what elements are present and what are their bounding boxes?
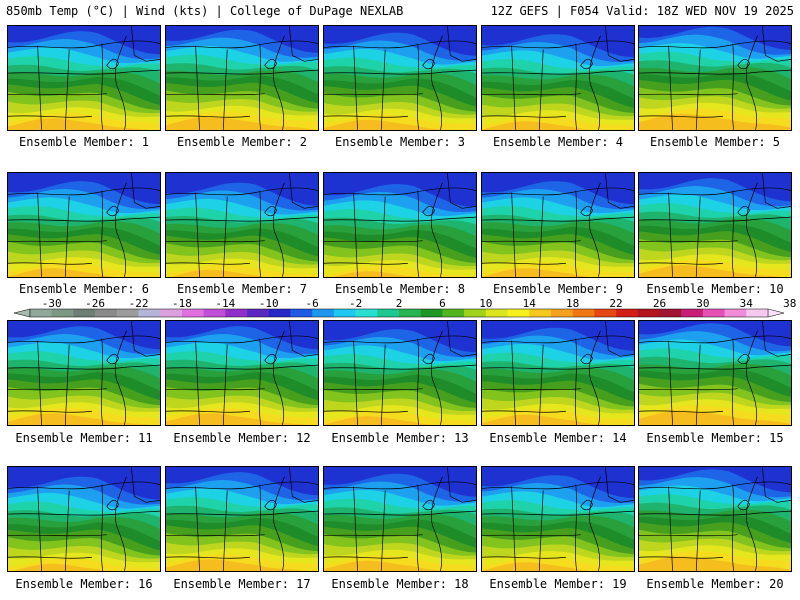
colorbar-swatch	[616, 309, 639, 317]
ensemble-member-label: Ensemble Member: 11	[15, 431, 153, 445]
ensemble-member-label: Ensemble Member: 18	[331, 577, 469, 591]
colorbar-tick-label: -26	[85, 297, 105, 310]
ensemble-member-map	[481, 25, 635, 131]
colorbar-swatch	[95, 309, 118, 317]
colorbar-swatch	[485, 309, 508, 317]
ensemble-member-label: Ensemble Member: 5	[649, 135, 781, 149]
ensemble-member-label: Ensemble Member: 4	[492, 135, 624, 149]
ensemble-member-map	[323, 172, 477, 278]
ensemble-member-map	[481, 172, 635, 278]
colorbar-swatch	[268, 309, 291, 317]
ensemble-member-map	[638, 25, 792, 131]
chart-title: 850mb Temp (°C) | Wind (kts) | College o…	[6, 4, 404, 18]
colorbar-tick-label: -14	[215, 297, 235, 310]
colorbar-swatch	[399, 309, 422, 317]
colorbar-swatch	[51, 309, 74, 317]
colorbar-tick-label: -30	[42, 297, 62, 310]
colorbar-swatch	[420, 309, 443, 317]
ensemble-member-label: Ensemble Member: 16	[15, 577, 153, 591]
colorbar-swatch	[312, 309, 335, 317]
colorbar-swatch	[594, 309, 617, 317]
colorbar-swatch	[637, 309, 660, 317]
ensemble-member-label: Ensemble Member: 17	[173, 577, 311, 591]
colorbar-tick-label: 22	[609, 297, 622, 310]
colorbar-swatch	[73, 309, 96, 317]
ensemble-member-map	[323, 25, 477, 131]
ensemble-member-label: Ensemble Member: 2	[176, 135, 308, 149]
temperature-colorbar: -30 -26 -22 -18 -14 -10 -6 -2 2 6 10 14 18 22 26 30 34 38…	[13, 297, 796, 318]
ensemble-member-map	[638, 172, 792, 278]
colorbar-tick-label: -6	[306, 297, 319, 310]
colorbar-high-arrow	[767, 308, 785, 318]
ensemble-member-map	[165, 466, 319, 572]
colorbar-swatch	[746, 309, 769, 317]
ensemble-member-map	[7, 172, 161, 278]
ensemble-member-map	[165, 25, 319, 131]
ensemble-member-map	[165, 172, 319, 278]
ensemble-member-map	[165, 320, 319, 426]
ensemble-member-map	[638, 466, 792, 572]
colorbar-swatch	[225, 309, 248, 317]
ensemble-member-label: Ensemble Member: 7	[176, 282, 308, 296]
ensemble-member-label: Ensemble Member: 14	[489, 431, 627, 445]
colorbar-swatch	[659, 309, 682, 317]
ensemble-member-label: Ensemble Member: 3	[334, 135, 466, 149]
ensemble-member-map	[7, 25, 161, 131]
colorbar-swatch	[377, 309, 400, 317]
colorbar-swatch	[529, 309, 552, 317]
colorbar-swatch	[203, 309, 226, 317]
colorbar-swatch	[724, 309, 747, 317]
colorbar-swatch	[290, 309, 313, 317]
colorbar-low-arrow	[13, 308, 31, 318]
ensemble-member-map	[7, 320, 161, 426]
colorbar-swatch	[160, 309, 183, 317]
colorbar-tick-label: -10	[259, 297, 279, 310]
ensemble-member-map	[323, 466, 477, 572]
colorbar-tick-label: 26	[653, 297, 666, 310]
colorbar-swatch	[702, 309, 725, 317]
ensemble-member-map	[323, 320, 477, 426]
colorbar-tick-label: 38	[783, 297, 796, 310]
ensemble-member-label: Ensemble Member: 8	[334, 282, 466, 296]
colorbar-tick-label: 34	[740, 297, 754, 310]
colorbar-swatch	[181, 309, 204, 317]
colorbar-swatch	[247, 309, 270, 317]
colorbar-tick-label: -18	[172, 297, 192, 310]
ensemble-member-map	[638, 320, 792, 426]
ensemble-member-map	[7, 466, 161, 572]
ensemble-member-label: Ensemble Member: 19	[489, 577, 627, 591]
colorbar-tick-label: -2	[349, 297, 362, 310]
colorbar-swatch	[138, 309, 161, 317]
ensemble-member-label: Ensemble Member: 10	[646, 282, 784, 296]
colorbar-swatch	[30, 309, 53, 317]
ensemble-member-label: Ensemble Member: 9	[492, 282, 624, 296]
colorbar-tick-label: 10	[479, 297, 492, 310]
colorbar-tick-label: -22	[129, 297, 149, 310]
colorbar-swatch	[681, 309, 704, 317]
colorbar-swatch	[333, 309, 356, 317]
ensemble-member-label: Ensemble Member: 15	[646, 431, 784, 445]
colorbar-swatch	[572, 309, 595, 317]
colorbar-tick-label: 2	[396, 297, 403, 310]
colorbar-swatch	[442, 309, 465, 317]
colorbar-tick-label: 6	[439, 297, 446, 310]
colorbar-tick-label: 14	[523, 297, 537, 310]
ensemble-member-label: Ensemble Member: 12	[173, 431, 311, 445]
colorbar-tick-label: 18	[566, 297, 579, 310]
colorbar-swatch	[355, 309, 378, 317]
colorbar-swatch	[464, 309, 487, 317]
colorbar-tick-label: 30	[696, 297, 709, 310]
ensemble-member-label: Ensemble Member: 20	[646, 577, 784, 591]
ensemble-member-map	[481, 320, 635, 426]
colorbar-swatch	[507, 309, 530, 317]
ensemble-member-map	[481, 466, 635, 572]
run-valid-time: 12Z GEFS | F054 Valid: 18Z WED NOV 19 20…	[490, 4, 794, 18]
colorbar-swatch	[550, 309, 573, 317]
ensemble-member-label: Ensemble Member: 13	[331, 431, 469, 445]
ensemble-member-label: Ensemble Member: 6	[18, 282, 150, 296]
ensemble-member-label: Ensemble Member: 1	[18, 135, 150, 149]
colorbar-swatch	[116, 309, 139, 317]
